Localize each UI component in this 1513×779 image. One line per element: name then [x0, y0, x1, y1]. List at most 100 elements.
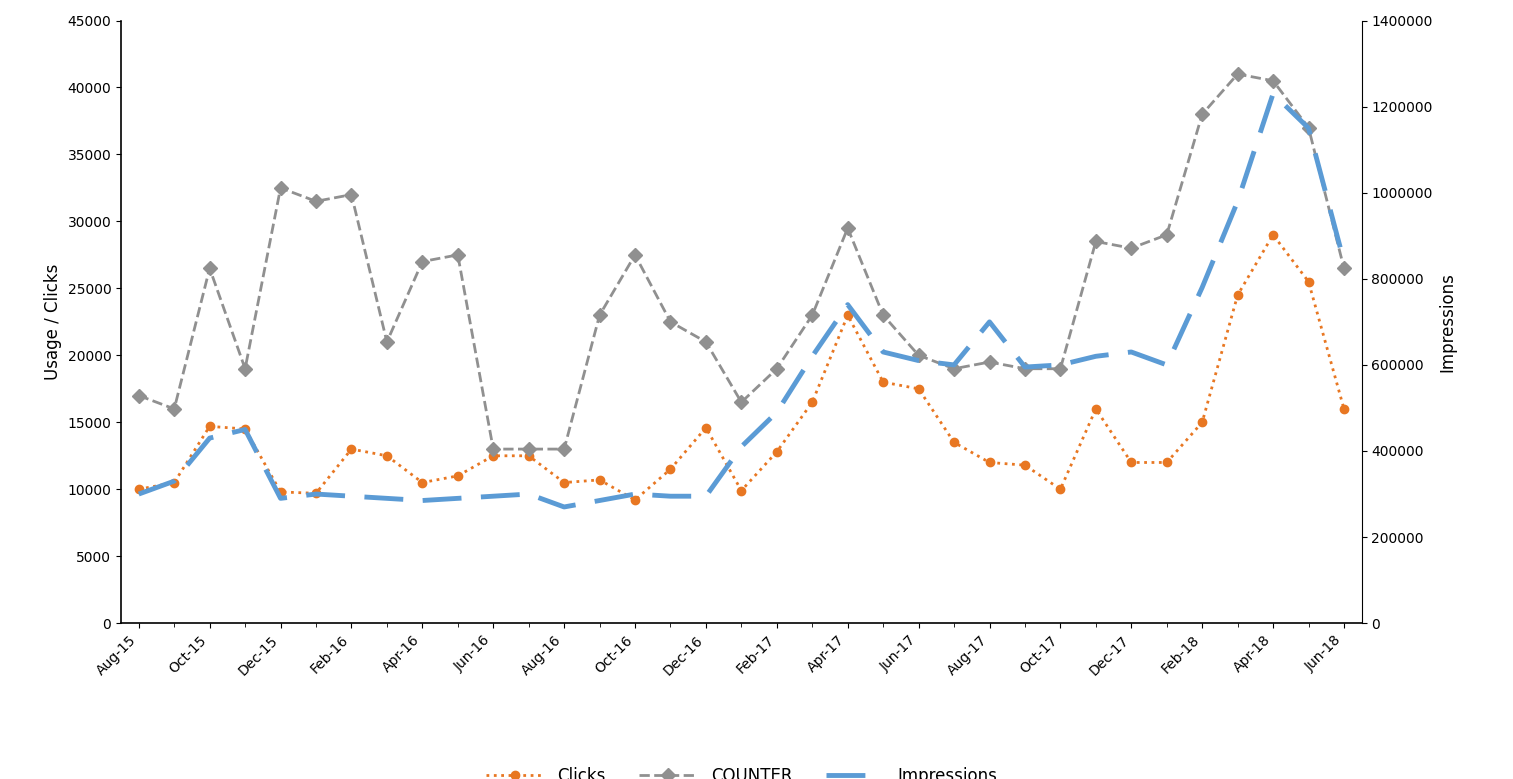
Impressions [803, 351, 822, 361]
Clicks [1229, 291, 1247, 300]
Clicks [1334, 404, 1353, 414]
COUNTER [1334, 263, 1353, 273]
Clicks [1123, 458, 1141, 467]
COUNTER [165, 404, 183, 414]
Clicks [875, 378, 893, 387]
Clicks [201, 421, 219, 431]
COUNTER [271, 183, 289, 192]
COUNTER [803, 311, 822, 320]
COUNTER [236, 364, 254, 373]
Impressions [165, 477, 183, 486]
Impressions [449, 494, 468, 503]
Clicks [165, 478, 183, 487]
Clicks [1052, 485, 1070, 494]
Impressions [130, 489, 148, 499]
Clicks [732, 486, 750, 495]
COUNTER [1229, 69, 1247, 79]
Impressions [555, 502, 573, 512]
Impressions [697, 492, 716, 501]
COUNTER [201, 263, 219, 273]
COUNTER [519, 444, 537, 453]
Clicks [271, 488, 289, 497]
COUNTER [909, 351, 927, 360]
Impressions [1086, 351, 1104, 361]
Line: Clicks: Clicks [135, 231, 1348, 504]
COUNTER [626, 250, 645, 259]
Clicks [1015, 460, 1033, 470]
Impressions [1229, 196, 1247, 206]
Clicks [767, 447, 785, 456]
Impressions [661, 492, 679, 501]
COUNTER [838, 224, 856, 233]
Impressions [236, 425, 254, 434]
Clicks [1194, 418, 1212, 427]
Impressions [1015, 362, 1033, 372]
COUNTER [590, 311, 608, 320]
Clicks [909, 384, 927, 393]
Y-axis label: Usage / Clicks: Usage / Clicks [44, 263, 62, 380]
Y-axis label: Impressions: Impressions [1439, 272, 1457, 372]
Clicks [555, 478, 573, 487]
Impressions [1194, 283, 1212, 292]
Impressions [626, 489, 645, 499]
COUNTER [1123, 244, 1141, 253]
Impressions [980, 317, 999, 326]
Clicks [378, 451, 396, 460]
Impressions [1123, 347, 1141, 357]
Clicks [1300, 277, 1318, 287]
Impressions [484, 492, 502, 501]
COUNTER [307, 196, 325, 206]
Impressions [201, 433, 219, 442]
COUNTER [130, 391, 148, 400]
Line: Impressions: Impressions [139, 93, 1344, 507]
Clicks [1157, 458, 1176, 467]
Impressions [271, 494, 289, 503]
Impressions [767, 407, 785, 417]
Clicks [661, 464, 679, 474]
COUNTER [1015, 364, 1033, 373]
Line: COUNTER: COUNTER [135, 69, 1348, 454]
Impressions [590, 496, 608, 506]
Clicks [484, 451, 502, 460]
Impressions [1334, 257, 1353, 266]
Clicks [236, 425, 254, 434]
COUNTER [1052, 364, 1070, 373]
Impressions [946, 360, 964, 369]
Clicks [1086, 404, 1104, 414]
COUNTER [697, 337, 716, 347]
COUNTER [980, 358, 999, 367]
COUNTER [1263, 76, 1282, 86]
COUNTER [661, 317, 679, 326]
Impressions [732, 442, 750, 451]
Impressions [1300, 123, 1318, 132]
COUNTER [449, 250, 468, 259]
Clicks [307, 488, 325, 498]
COUNTER [378, 337, 396, 347]
Clicks [413, 478, 431, 487]
Impressions [909, 356, 927, 365]
Clicks [697, 423, 716, 432]
COUNTER [875, 311, 893, 320]
COUNTER [1194, 110, 1212, 119]
COUNTER [413, 257, 431, 266]
Clicks [130, 485, 148, 494]
Impressions [378, 494, 396, 503]
Clicks [803, 397, 822, 407]
Impressions [519, 489, 537, 499]
Clicks [980, 458, 999, 467]
Clicks [449, 471, 468, 481]
Impressions [413, 496, 431, 506]
Impressions [1263, 89, 1282, 98]
Impressions [1157, 360, 1176, 369]
Clicks [626, 495, 645, 505]
Impressions [342, 492, 360, 501]
COUNTER [767, 364, 785, 373]
COUNTER [732, 397, 750, 407]
COUNTER [1300, 123, 1318, 132]
Clicks [838, 311, 856, 320]
Clicks [1263, 230, 1282, 239]
COUNTER [946, 364, 964, 373]
Impressions [307, 489, 325, 499]
Legend: Clicks, COUNTER, Impressions: Clicks, COUNTER, Impressions [480, 760, 1003, 779]
Clicks [342, 444, 360, 453]
